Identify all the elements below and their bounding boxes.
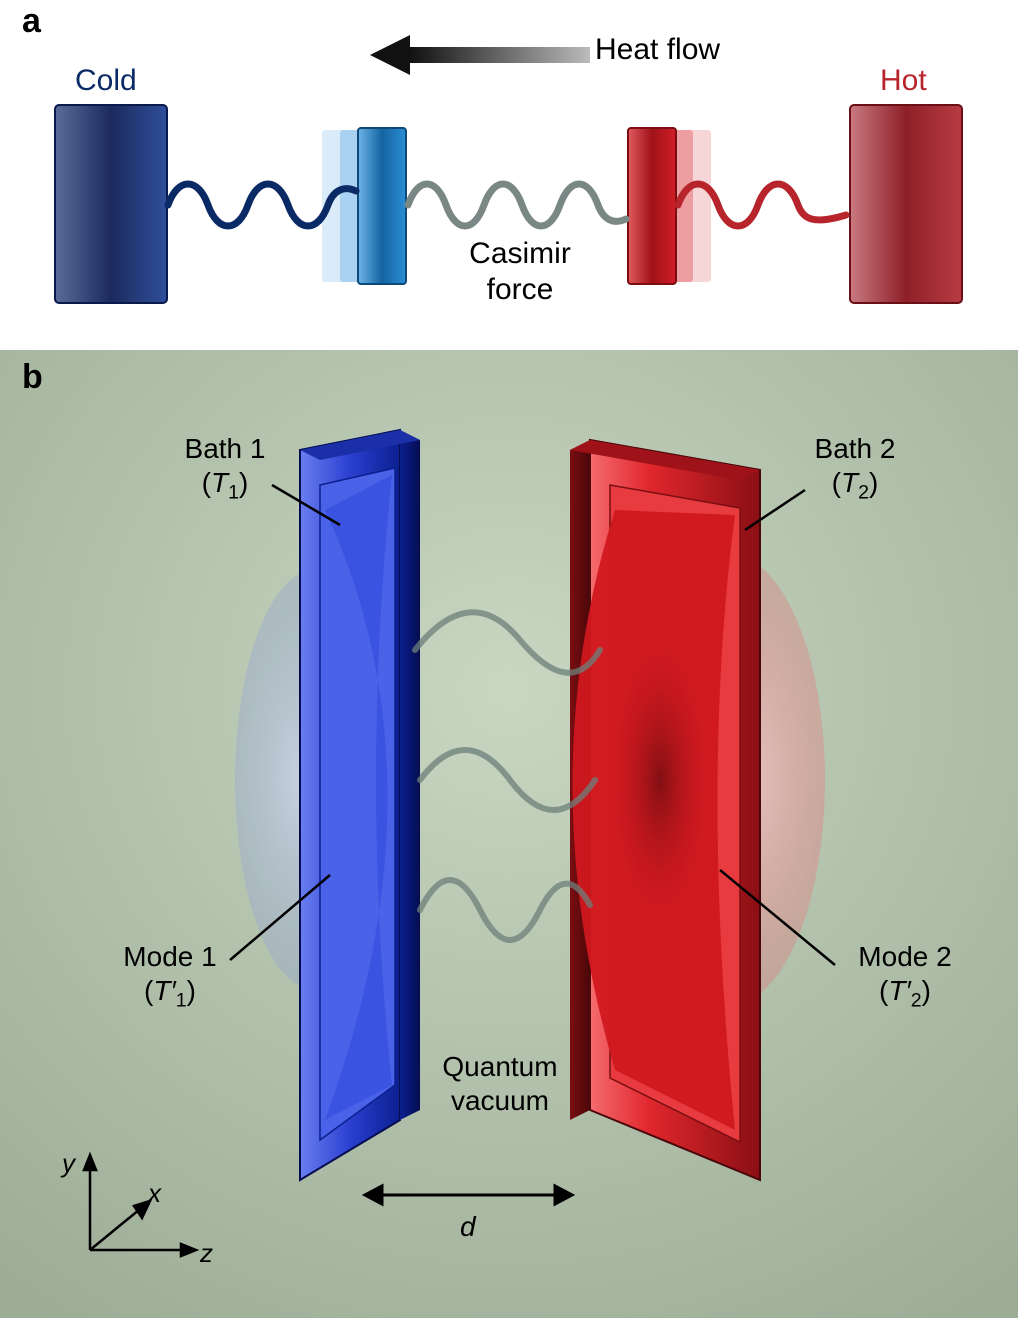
mode1-label: Mode 1 (T′1) xyxy=(100,940,240,1013)
heat-flow-arrow xyxy=(370,35,590,75)
bath1-sub: 1 xyxy=(228,481,239,503)
bath2-sfx: ) xyxy=(869,467,878,498)
bath2-line2: (T2) xyxy=(832,467,879,498)
panel-a: a xyxy=(0,0,1018,350)
bath2-pfx: ( xyxy=(832,467,841,498)
panel-b: b Bath 1 (T1) Bath 2 (T2) Mode 1 (T′1) M… xyxy=(0,350,1018,1318)
cold-reservoir xyxy=(55,105,167,303)
mode2-line2: (T′2) xyxy=(879,975,931,1006)
mode2-sub: 2 xyxy=(911,989,922,1011)
bath1-line2: (T1) xyxy=(202,467,249,498)
mode1-sub: 1 xyxy=(176,989,187,1011)
dist-d: d xyxy=(460,1211,476,1242)
hot-reservoir xyxy=(850,105,962,303)
mode1-pfx: ( xyxy=(144,975,153,1006)
hot-label: Hot xyxy=(880,63,927,99)
bath2-line1: Bath 2 xyxy=(815,433,896,464)
bath1-sfx: ) xyxy=(239,467,248,498)
red-membrane-deep xyxy=(605,620,715,940)
qv-label: Quantum vacuum xyxy=(400,1050,600,1117)
axis-y-label: y xyxy=(62,1148,75,1179)
mode2-var: T′ xyxy=(888,975,910,1006)
mode2-label: Mode 2 (T′2) xyxy=(830,940,980,1013)
panel-b-label: b xyxy=(22,358,43,397)
bath1-pfx: ( xyxy=(202,467,211,498)
mode1-line2: (T′1) xyxy=(144,975,196,1006)
bath1-var: T xyxy=(211,467,228,498)
qv-line1: Quantum xyxy=(442,1051,557,1082)
mode2-line1: Mode 2 xyxy=(858,941,951,972)
bath2-label: Bath 2 (T2) xyxy=(790,432,920,505)
hot-plate xyxy=(628,128,676,284)
mode1-line1: Mode 1 xyxy=(123,941,216,972)
bath2-var: T xyxy=(841,467,858,498)
panel-a-label: a xyxy=(22,2,41,41)
figure-root: a xyxy=(0,0,1018,1318)
cold-plate xyxy=(358,128,406,284)
heat-flow-label: Heat flow xyxy=(595,32,720,68)
bath2-sub: 2 xyxy=(858,481,869,503)
mode1-sfx: ) xyxy=(187,975,196,1006)
qv-line2: vacuum xyxy=(451,1085,549,1116)
axis-z-label: z xyxy=(200,1238,213,1269)
mode1-var: T′ xyxy=(153,975,175,1006)
bath1-label: Bath 1 (T1) xyxy=(165,432,285,505)
bath1-line1: Bath 1 xyxy=(185,433,266,464)
casimir-line2: force xyxy=(487,273,554,306)
distance-d-label: d xyxy=(460,1210,476,1244)
blue-frame-side xyxy=(400,430,420,1120)
axis-x-label: x xyxy=(148,1178,161,1209)
cold-label: Cold xyxy=(75,63,137,99)
mode2-sfx: ) xyxy=(922,975,931,1006)
mode2-pfx: ( xyxy=(879,975,888,1006)
casimir-label: Casimir force xyxy=(450,236,590,308)
spring-mid xyxy=(408,184,626,226)
casimir-line1: Casimir xyxy=(469,237,571,270)
